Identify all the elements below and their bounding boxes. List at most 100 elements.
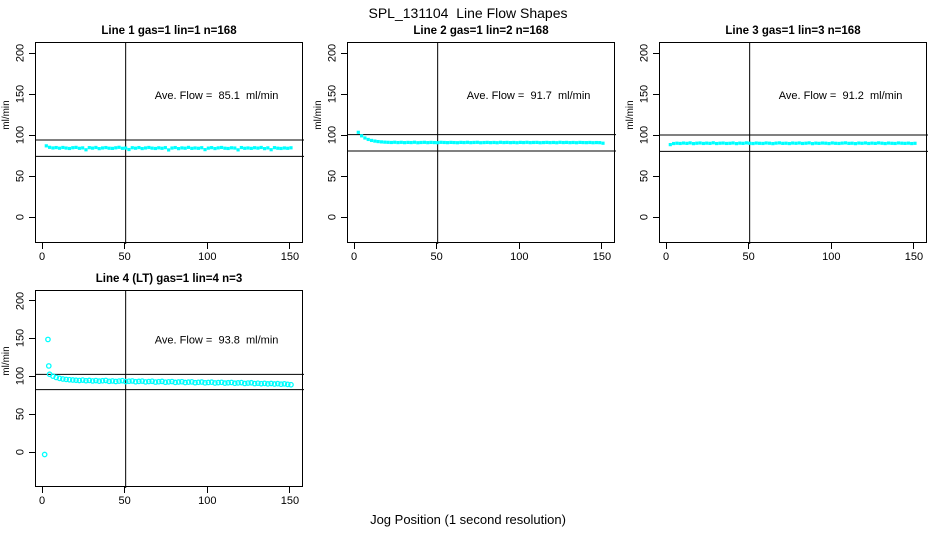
data-point xyxy=(179,378,185,385)
panel-4-title: Line 4 (LT) gas=1 lin=4 n=3 xyxy=(95,273,243,285)
y-tick-mark xyxy=(341,52,347,54)
data-point xyxy=(695,141,699,145)
y-tick-mark xyxy=(653,52,659,54)
y-tick-mark xyxy=(653,216,659,218)
data-point xyxy=(44,144,48,148)
y-axis-unit-label: ml/min xyxy=(625,99,636,130)
x-tick-mark xyxy=(124,487,126,493)
data-point xyxy=(109,378,116,384)
data-point xyxy=(574,141,579,145)
data-point xyxy=(581,140,585,145)
y-tick-mark xyxy=(341,93,347,95)
data-point xyxy=(79,377,86,383)
data-point xyxy=(787,141,791,146)
y-tick-mark xyxy=(29,175,35,177)
data-point xyxy=(213,146,217,151)
data-point xyxy=(432,140,436,145)
data-point xyxy=(216,146,220,150)
data-point xyxy=(685,141,689,145)
data-point xyxy=(271,381,278,387)
data-point xyxy=(442,140,446,145)
data-point xyxy=(56,375,63,382)
data-point xyxy=(409,140,413,145)
data-point xyxy=(482,140,486,145)
data-point xyxy=(219,145,224,150)
data-point xyxy=(705,141,709,145)
y-axis-unit-label: ml/min xyxy=(1,345,12,376)
data-point xyxy=(356,130,360,134)
data-point xyxy=(485,140,489,144)
data-point xyxy=(412,140,417,144)
x-tick-label: 50 xyxy=(118,251,131,263)
data-point xyxy=(251,380,258,387)
data-point xyxy=(495,141,499,145)
data-point xyxy=(203,148,207,152)
data-point xyxy=(538,141,542,145)
data-point xyxy=(202,379,208,386)
data-point xyxy=(99,377,106,384)
y-tick-mark xyxy=(29,52,35,54)
data-point xyxy=(245,380,251,386)
data-point xyxy=(114,146,118,150)
data-point xyxy=(498,140,503,144)
data-point xyxy=(748,141,752,145)
data-point xyxy=(53,374,60,381)
y-tick-mark xyxy=(29,413,35,415)
data-point xyxy=(728,141,732,145)
y-tick-label: 0 xyxy=(638,213,651,221)
data-point xyxy=(167,148,171,152)
data-point xyxy=(153,146,158,151)
data-point xyxy=(857,141,861,145)
data-point xyxy=(402,141,407,145)
x-tick-mark xyxy=(206,487,208,493)
panel-2-title: Line 2 gas=1 lin=2 n=168 xyxy=(413,25,549,37)
x-tick-mark xyxy=(124,243,126,249)
data-point xyxy=(61,145,65,150)
data-point xyxy=(48,145,52,149)
data-point xyxy=(126,378,132,385)
data-point xyxy=(59,376,66,382)
data-point xyxy=(373,139,377,143)
data-point xyxy=(781,141,785,145)
data-point xyxy=(850,141,854,145)
data-point xyxy=(175,379,182,385)
data-point xyxy=(272,146,277,150)
data-point xyxy=(913,141,917,145)
y-axis-unit-label: ml/min xyxy=(313,99,324,130)
y-tick-mark xyxy=(653,175,659,177)
x-tick-label: 100 xyxy=(822,251,841,263)
data-point xyxy=(284,381,291,388)
y-tick-mark xyxy=(653,134,659,136)
data-point xyxy=(389,140,393,145)
data-point xyxy=(860,141,864,145)
x-tick-label: 100 xyxy=(510,251,529,263)
y-tick-label: 100 xyxy=(326,125,339,145)
data-point xyxy=(152,379,159,385)
data-point xyxy=(508,141,513,145)
data-point xyxy=(678,141,682,146)
data-point xyxy=(268,380,275,387)
data-point xyxy=(200,146,204,150)
data-point xyxy=(89,378,96,384)
data-point xyxy=(282,146,286,150)
data-point xyxy=(112,378,119,385)
data-point xyxy=(771,142,775,146)
x-tick-label: 0 xyxy=(350,251,358,263)
data-point xyxy=(182,379,189,386)
data-point xyxy=(900,141,904,145)
panel-2-svg: Ave. Flow = 91.7 ml/min xyxy=(348,43,616,244)
data-point xyxy=(94,145,98,150)
data-point xyxy=(261,380,268,387)
data-point xyxy=(231,380,238,387)
data-point xyxy=(248,379,255,386)
data-point xyxy=(71,146,75,150)
data-point xyxy=(422,140,427,144)
y-tick-mark xyxy=(29,134,35,136)
data-point xyxy=(193,146,197,150)
data-point xyxy=(877,141,881,145)
data-point xyxy=(249,146,253,150)
data-point xyxy=(462,140,466,145)
data-point xyxy=(824,141,828,145)
x-tick-label: 0 xyxy=(662,251,670,263)
data-point xyxy=(64,146,68,150)
